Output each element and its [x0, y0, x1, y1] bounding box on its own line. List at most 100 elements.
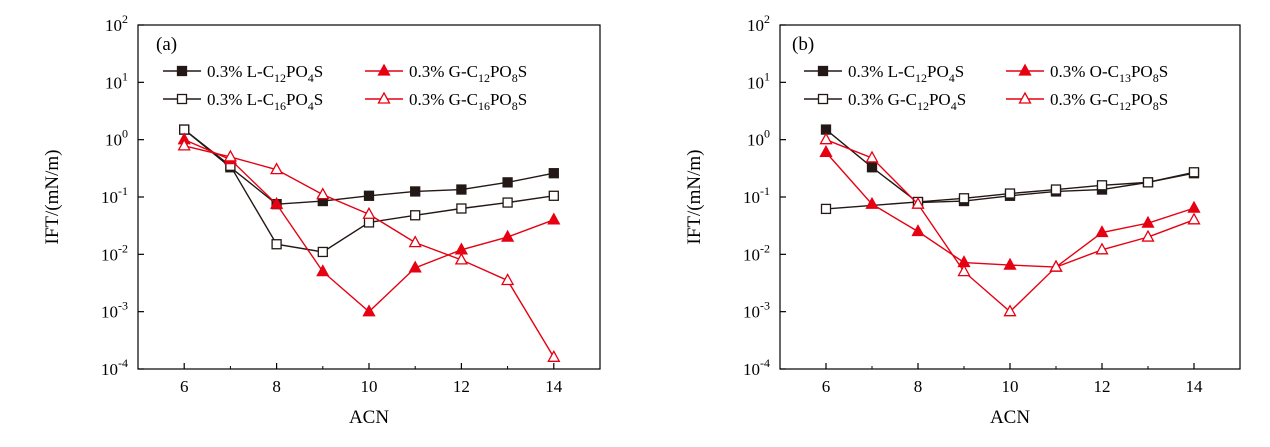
legend-subscript: 4 [308, 71, 314, 85]
y-tick-exponent: 0 [764, 127, 770, 141]
x-tick-label: 6 [822, 377, 831, 396]
x-tick-label: 14 [545, 377, 563, 396]
data-point-marker [456, 184, 467, 195]
legend-subscript: 4 [308, 99, 314, 113]
y-tick-base: 10 [747, 73, 764, 92]
legend-text-part: PO [490, 90, 512, 109]
legend-text-part: S [518, 62, 527, 81]
data-point-marker [271, 239, 282, 250]
legend-entry: 0.3% L-C16PO4S [163, 90, 323, 113]
legend-label: 0.3% G-C12PO4S [848, 90, 966, 113]
series-line [825, 151, 1195, 268]
y-tick-base: 10 [101, 188, 118, 207]
legend-text-part: PO [286, 62, 308, 81]
legend-text-part: 0.3% G-C [848, 90, 917, 109]
data-series [179, 124, 559, 258]
y-tick-label: 101 [105, 69, 128, 92]
data-point-marker [408, 260, 422, 273]
data-point-marker [1141, 215, 1155, 228]
y-tick-base: 10 [105, 16, 122, 35]
y-tick-label: 10-1 [101, 184, 128, 207]
y-tick-exponent: 2 [122, 12, 128, 26]
y-tick-label: 10-3 [101, 299, 128, 322]
y-tick-exponent: -3 [760, 299, 770, 313]
data-point-marker [1050, 184, 1062, 195]
legend-marker [1018, 91, 1032, 104]
y-tick-exponent: 0 [122, 127, 128, 141]
data-point-marker [177, 138, 191, 151]
y-tick-exponent: -2 [760, 241, 770, 255]
x-tick-label: 10 [1002, 377, 1019, 396]
legend-subscript: 4 [949, 71, 955, 85]
x-tick-label: 14 [1186, 377, 1204, 396]
legend-text-part: S [1159, 90, 1168, 109]
legend-subscript: 12 [274, 71, 286, 85]
y-tick-base: 10 [747, 131, 764, 150]
legend-text-part: PO [286, 90, 308, 109]
y-tick-exponent: 1 [122, 69, 128, 83]
legend-text-part: S [314, 90, 323, 109]
y-tick-base: 10 [105, 131, 122, 150]
legend-subscript: 4 [951, 99, 957, 113]
data-point-marker [957, 264, 971, 277]
legend-marker [176, 65, 188, 77]
legend-marker [377, 91, 391, 104]
legend-label: 0.3% G-C16PO8S [409, 90, 527, 113]
data-point-marker [866, 162, 878, 173]
data-point-marker [502, 197, 513, 208]
y-tick-label: 102 [747, 12, 770, 35]
panel-label: (b) [792, 34, 814, 55]
data-point-marker [363, 217, 375, 228]
legend-marker [176, 93, 188, 105]
x-tick-label: 8 [914, 377, 923, 396]
legend-entry: 0.3% G-C12PO4S [804, 90, 966, 113]
y-tick-base: 10 [743, 303, 760, 322]
data-point-marker [865, 196, 879, 209]
x-tick-label: 12 [1094, 377, 1111, 396]
data-point-marker [1003, 304, 1017, 317]
legend-entry: 0.3% G-C12PO8S [365, 62, 527, 85]
x-axis-label: ACN [990, 407, 1030, 428]
legend-text-part: S [518, 90, 527, 109]
data-series [177, 138, 561, 362]
y-tick-label: 10-3 [743, 299, 770, 322]
data-point-marker [270, 162, 284, 175]
y-tick-exponent: -1 [118, 184, 128, 198]
y-tick-label: 101 [747, 69, 770, 92]
series-line [825, 171, 1195, 210]
legend-subscript: 8 [512, 99, 518, 113]
data-point-marker [1049, 259, 1063, 272]
legend-text-part: PO [490, 62, 512, 81]
data-point-marker [1188, 167, 1200, 178]
legend-entry: 0.3% G-C12PO8S [1006, 90, 1168, 113]
legend-subscript: 8 [1153, 71, 1159, 85]
data-point-marker [362, 206, 376, 219]
legend-text-part: 0.3% L-C [848, 62, 915, 81]
data-point-marker [820, 203, 832, 215]
legend-text-part: 0.3% L-C [207, 62, 274, 81]
legend-entry: 0.3% O-C13PO8S [1006, 62, 1168, 85]
y-tick-label: 10-1 [743, 184, 770, 207]
y-tick-base: 10 [105, 73, 122, 92]
data-point-marker [456, 203, 467, 214]
data-point-marker [317, 246, 328, 258]
data-point-marker [1141, 229, 1155, 242]
legend-subscript: 8 [512, 71, 518, 85]
y-tick-label: 100 [105, 127, 128, 150]
data-point-marker [548, 190, 559, 201]
legend-text-part: PO [1131, 62, 1153, 81]
y-axis-label: IFT/(mN/m) [684, 150, 705, 245]
y-tick-base: 10 [101, 360, 118, 379]
data-point-marker [548, 168, 559, 179]
y-tick-base: 10 [101, 303, 118, 322]
data-point-marker [1095, 225, 1109, 238]
y-tick-exponent: -3 [118, 299, 128, 313]
series-line [184, 145, 555, 358]
y-tick-exponent: 2 [764, 12, 770, 26]
legend-subscript: 12 [915, 71, 927, 85]
x-tick-label: 6 [180, 377, 189, 396]
legend-subscript: 16 [478, 99, 490, 113]
data-point-marker [501, 229, 515, 242]
y-tick-label: 10-2 [101, 241, 128, 264]
x-tick-label: 10 [361, 377, 378, 396]
